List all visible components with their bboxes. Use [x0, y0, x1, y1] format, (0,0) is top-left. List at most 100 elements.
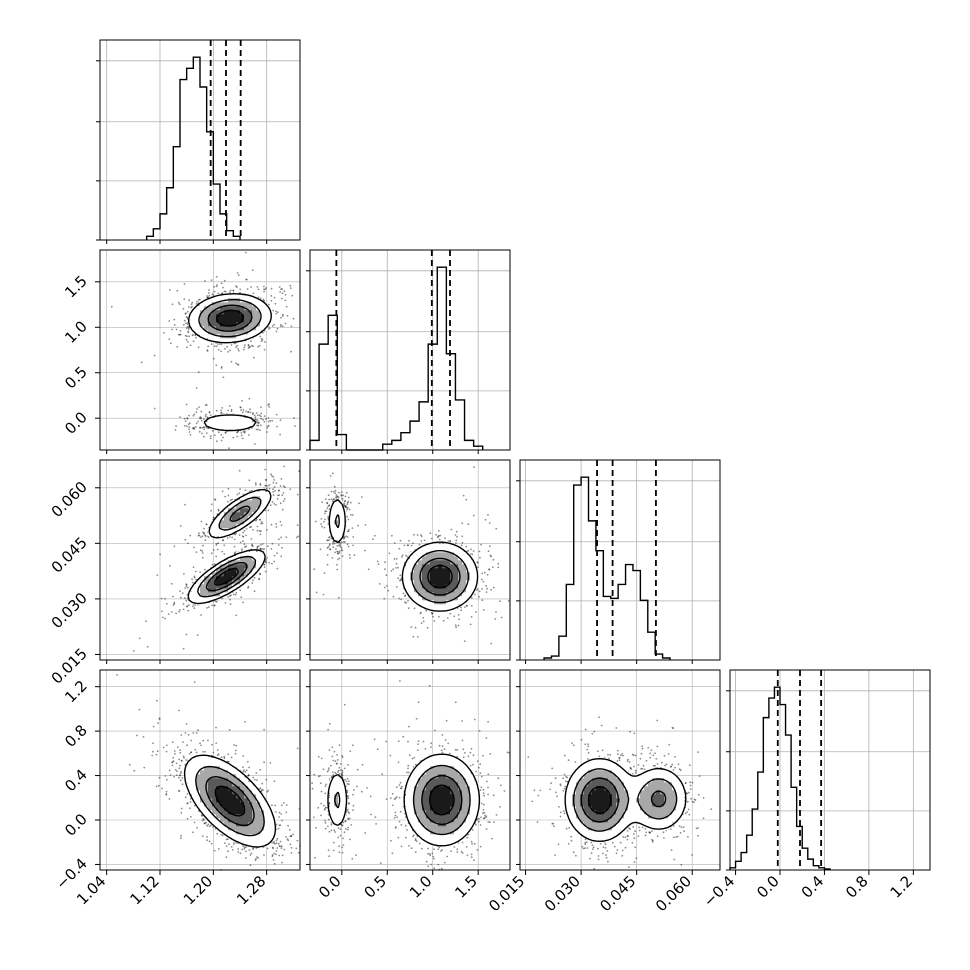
sample-point: [192, 427, 194, 429]
sample-point: [273, 479, 275, 481]
sample-point: [334, 489, 337, 492]
sample-point: [247, 344, 250, 347]
sample-point: [483, 571, 486, 574]
sample-point: [333, 542, 336, 545]
sample-point: [146, 645, 149, 648]
sample-point: [478, 550, 481, 553]
sample-point: [326, 554, 329, 556]
sample-point: [239, 589, 242, 592]
sample-point: [336, 550, 339, 553]
sample-point: [213, 434, 216, 437]
sample-point: [323, 526, 326, 529]
sample-point: [482, 580, 485, 583]
sample-point: [273, 486, 276, 488]
sample-point: [458, 618, 460, 621]
sample-point: [193, 546, 195, 549]
sample-point: [351, 527, 354, 529]
sample-point: [282, 492, 285, 494]
sample-point: [279, 520, 282, 523]
sample-point: [349, 557, 351, 559]
sample-point: [399, 579, 402, 582]
density-cell: [252, 322, 257, 327]
sample-point: [171, 303, 174, 306]
sample-point: [110, 305, 113, 308]
sample-point: [270, 295, 273, 297]
sample-point: [335, 496, 337, 499]
sample-point: [478, 590, 481, 593]
density-cell: [252, 310, 257, 315]
hist-panel-3-bg: [730, 670, 930, 870]
sample-point: [259, 548, 262, 550]
sample-point: [198, 417, 201, 420]
sample-point: [195, 303, 198, 305]
sample-point: [289, 287, 292, 289]
sample-point: [221, 539, 224, 542]
sample-point: [200, 614, 203, 616]
sample-point: [207, 292, 210, 294]
sample-point: [290, 325, 293, 328]
sample-point: [227, 487, 230, 490]
density-cell: [212, 524, 217, 529]
sample-point: [360, 496, 363, 498]
sample-point: [386, 585, 388, 587]
density-cell: [264, 496, 269, 501]
sample-point: [275, 312, 278, 315]
sample-point: [199, 536, 202, 538]
sample-point: [260, 412, 262, 415]
density-cell: [204, 334, 209, 339]
sample-point: [220, 350, 222, 353]
density-cell: [256, 556, 261, 561]
sample-point: [447, 540, 450, 542]
sample-point: [252, 412, 254, 414]
sample-point: [251, 344, 253, 347]
sample-point: [260, 417, 262, 420]
sample-point: [330, 498, 333, 500]
sample-point: [319, 548, 322, 551]
density-cell: [204, 592, 209, 597]
sample-point: [251, 545, 254, 548]
density-cell: [232, 318, 237, 323]
sample-point: [207, 296, 210, 299]
sample-point: [193, 576, 196, 579]
sample-point: [280, 324, 282, 326]
sample-point: [179, 525, 182, 527]
sample-point: [256, 424, 258, 427]
sample-point: [243, 346, 246, 349]
sample-point: [183, 319, 186, 322]
sample-point: [168, 289, 171, 291]
sample-point: [481, 588, 484, 590]
sample-point: [485, 585, 488, 587]
sample-point: [181, 592, 184, 595]
density-cell: [232, 306, 237, 311]
sample-point: [179, 596, 182, 599]
density-cell: [252, 504, 257, 509]
density-cell: [256, 500, 261, 505]
sample-point: [226, 345, 229, 348]
sample-point: [209, 414, 212, 416]
sample-point: [273, 503, 276, 505]
sample-point: [227, 500, 229, 503]
sample-point: [364, 549, 366, 552]
sample-point: [277, 494, 279, 497]
sample-point: [248, 434, 250, 436]
sample-point: [188, 428, 191, 431]
sample-point: [199, 571, 202, 574]
sample-point: [391, 534, 393, 537]
sample-point: [282, 315, 284, 317]
density-cell: [204, 302, 209, 307]
sample-point: [395, 558, 398, 560]
sample-point: [232, 593, 235, 596]
sample-point: [210, 503, 213, 506]
sample-point: [183, 597, 186, 600]
sample-point: [268, 327, 271, 330]
sample-point: [189, 344, 192, 347]
sample-point: [222, 376, 225, 379]
histogram-step-line: [729, 686, 831, 870]
density-cell: [240, 564, 245, 569]
sample-point: [188, 431, 191, 433]
sample-point: [266, 529, 268, 531]
sample-point: [343, 537, 345, 540]
sample-point: [184, 538, 187, 541]
sample-point: [272, 476, 275, 478]
sample-point: [331, 500, 334, 502]
